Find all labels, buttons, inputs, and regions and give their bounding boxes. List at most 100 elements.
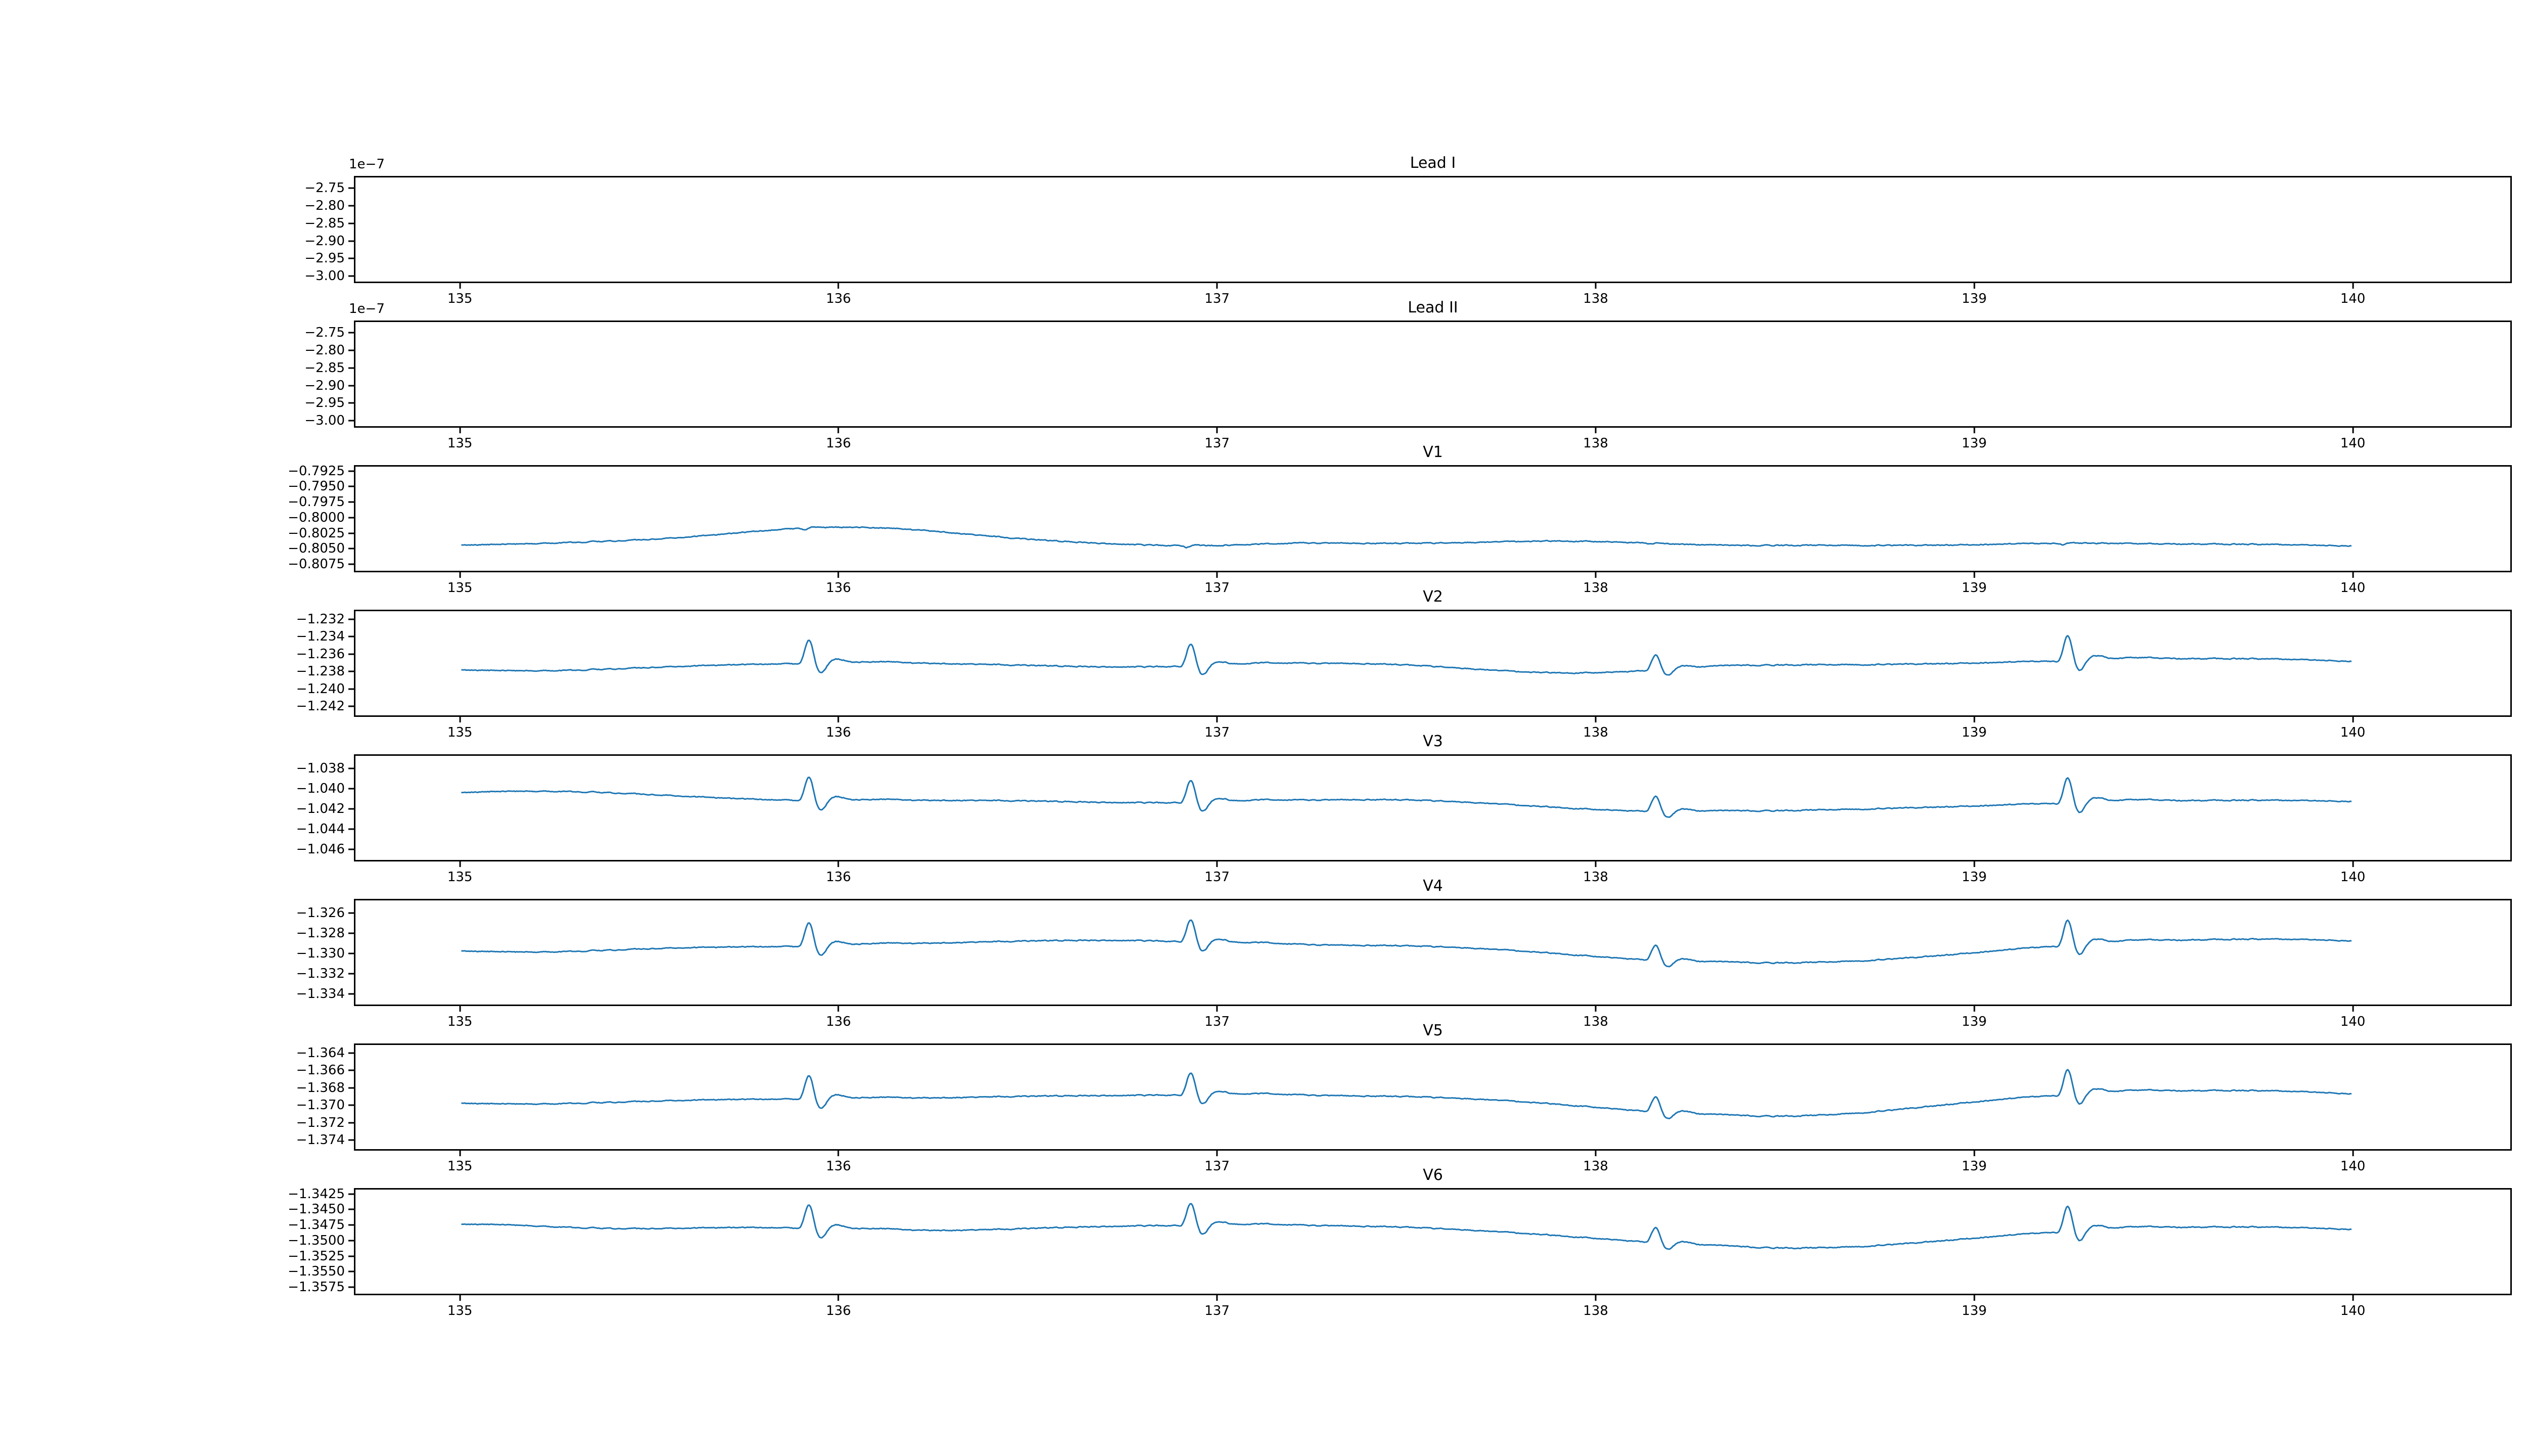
x-axis-tick-label: 136 — [826, 580, 851, 596]
panel-lead-i: Lead I 1e−7 −2.75 −2.80 −2.85 −2.90 −2.95 −3.00… — [0, 156, 2528, 321]
y-axis-tick-mark — [348, 848, 354, 850]
y-axis-tick-label: −3.00 — [304, 268, 345, 284]
x-axis-tick-mark — [1216, 283, 1218, 289]
panel-v4: V4 −1.326 −1.328 −1.330 −1.332 −1.334 135 136 13… — [0, 879, 2528, 1043]
y-axis-tick-mark — [348, 1052, 354, 1054]
x-axis-tick-label: 140 — [2340, 291, 2366, 306]
x-axis-tick-mark — [1216, 572, 1218, 578]
panel-title: Lead II — [1408, 299, 1458, 316]
y-axis-tick-mark — [348, 240, 354, 242]
panel-lead-ii: Lead II 1e−7 −2.75 −2.80 −2.85 −2.90 −2.95 −3.0… — [0, 300, 2528, 465]
x-axis-tick-label: 138 — [1583, 1014, 1608, 1029]
y-axis-tick-label: −1.3575 — [288, 1280, 345, 1295]
y-axis-tick-mark — [348, 932, 354, 934]
y-axis-tick-label: −2.75 — [304, 180, 345, 196]
x-axis-tick-mark — [1973, 1006, 1975, 1012]
y-axis-tick-label: −3.00 — [304, 413, 345, 429]
panel-v1: V1 −0.7925 −0.7950 −0.7975 −0.8000 −0.8025 −0.… — [0, 445, 2528, 610]
panel-v5: V5 −1.364 −1.366 −1.368 −1.370 −1.372 −1.374 13… — [0, 1023, 2528, 1188]
x-axis-tick-label: 135 — [447, 870, 473, 885]
x-axis-tick-mark — [837, 428, 839, 433]
y-axis-tick-label: −0.8050 — [288, 541, 345, 557]
x-axis-tick-mark — [1216, 1006, 1218, 1012]
y-axis-tick-label: −1.044 — [296, 822, 345, 837]
y-axis-tick-label: −1.326 — [296, 905, 345, 921]
x-axis-tick-label: 138 — [1583, 725, 1608, 740]
x-axis-tick-label: 136 — [826, 1014, 851, 1029]
panel-title: V3 — [1423, 733, 1443, 750]
x-axis-tick-mark — [837, 861, 839, 867]
y-axis-tick-mark — [348, 532, 354, 534]
y-axis-tick-label: −1.374 — [296, 1132, 345, 1148]
y-axis-tick-mark — [348, 653, 354, 655]
x-axis-tick-label: 136 — [826, 1159, 851, 1174]
y-axis-tick-label: −0.8025 — [288, 525, 345, 541]
panel-title: V4 — [1423, 877, 1443, 895]
y-axis-tick-mark — [348, 767, 354, 769]
y-axis-tick-mark — [348, 1104, 354, 1106]
x-axis-tick-mark — [837, 1006, 839, 1012]
y-axis-tick-mark — [348, 517, 354, 519]
x-axis-tick-label: 139 — [1961, 436, 1987, 451]
y-axis-tick-label: −2.80 — [304, 343, 345, 358]
x-axis-tick-label: 135 — [447, 725, 473, 740]
x-axis-tick-mark — [459, 1295, 461, 1301]
x-axis-tick-mark — [459, 572, 461, 578]
x-axis-tick-label: 139 — [1961, 1303, 1987, 1318]
x-axis-tick-mark — [2352, 861, 2354, 867]
x-axis-tick-mark — [837, 572, 839, 578]
x-axis-tick-mark — [459, 717, 461, 722]
x-axis-tick-label: 138 — [1583, 580, 1608, 596]
x-axis-tick-label: 140 — [2340, 1014, 2366, 1029]
plot-area — [354, 176, 2512, 283]
y-axis-tick-mark — [348, 618, 354, 620]
x-axis-tick-mark — [1973, 1151, 1975, 1156]
x-axis-tick-mark — [2352, 1006, 2354, 1012]
y-axis-tick-label: −1.240 — [296, 681, 345, 697]
x-axis-tick-mark — [1595, 283, 1597, 289]
x-axis-tick-label: 140 — [2340, 1159, 2366, 1174]
x-axis-tick-label: 140 — [2340, 725, 2366, 740]
y-axis-tick-label: −1.232 — [296, 611, 345, 627]
waveform-line — [461, 1069, 2352, 1119]
x-axis-tick-mark — [1973, 283, 1975, 289]
y-axis-tick-label: −1.3550 — [288, 1264, 345, 1280]
y-axis-tick-mark — [348, 705, 354, 707]
x-axis-tick-label: 140 — [2340, 436, 2366, 451]
x-axis-tick-mark — [459, 283, 461, 289]
y-axis-tick-mark — [348, 1087, 354, 1089]
y-axis-tick-mark — [348, 402, 354, 404]
y-axis-tick-label: −1.372 — [296, 1115, 345, 1130]
x-axis-tick-label: 140 — [2340, 1303, 2366, 1318]
x-axis-tick-label: 135 — [447, 1014, 473, 1029]
y-axis-tick-label: −1.3525 — [288, 1248, 345, 1264]
y-axis-tick-label: −1.334 — [296, 986, 345, 1002]
x-axis-tick-mark — [837, 717, 839, 722]
y-axis-tick-mark — [348, 485, 354, 487]
plot-area — [354, 321, 2512, 428]
y-axis-tick-label: −1.368 — [296, 1080, 345, 1096]
x-axis-tick-mark — [2352, 717, 2354, 722]
x-axis-tick-label: 139 — [1961, 1159, 1987, 1174]
x-axis-tick-mark — [837, 283, 839, 289]
y-axis-tick-mark — [348, 349, 354, 351]
y-axis-tick-label: −2.85 — [304, 215, 345, 231]
y-axis-tick-mark — [348, 1240, 354, 1242]
x-axis-tick-mark — [1973, 717, 1975, 722]
y-axis-tick-label: −0.7925 — [288, 463, 345, 479]
x-axis-tick-label: 138 — [1583, 870, 1608, 885]
y-axis-tick-label: −1.3450 — [288, 1202, 345, 1217]
x-axis-tick-label: 136 — [826, 291, 851, 306]
x-axis-tick-label: 135 — [447, 1159, 473, 1174]
y-axis-tick-mark — [348, 1193, 354, 1195]
x-axis-tick-mark — [1973, 861, 1975, 867]
y-axis-tick-mark — [348, 548, 354, 550]
y-axis-tick-label: −2.90 — [304, 378, 345, 393]
x-axis-tick-mark — [1216, 717, 1218, 722]
plot-area — [354, 899, 2512, 1006]
y-axis-tick-mark — [348, 367, 354, 369]
panel-v2: V2 −1.232 −1.234 −1.236 −1.238 −1.240 −1.242 13… — [0, 589, 2528, 754]
y-axis-tick-mark — [348, 973, 354, 975]
y-axis-tick-label: −0.7975 — [288, 494, 345, 510]
y-axis-tick-mark — [348, 205, 354, 207]
